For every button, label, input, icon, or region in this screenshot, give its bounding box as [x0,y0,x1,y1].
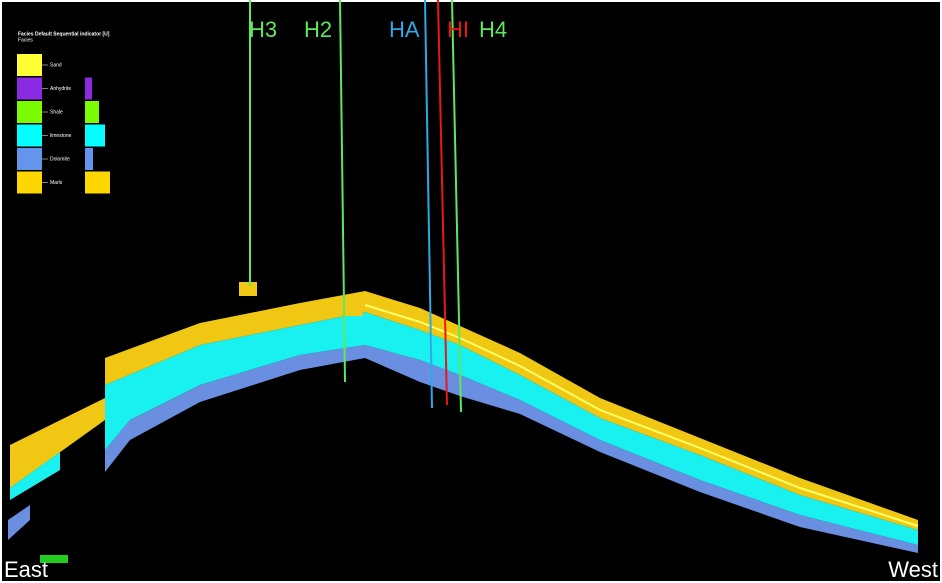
legend-label: Dolomite [50,156,70,162]
legend-bar [85,172,110,194]
h3-facies [239,282,257,296]
well-label: HA [389,17,420,42]
well-label: HI [447,17,469,42]
east-label: East [4,557,48,582]
legend-label: Shale [50,109,63,115]
legend-swatch [17,148,42,170]
legend-swatch [17,101,42,123]
legend-label: limestone [50,133,72,139]
well-label: H3 [249,17,277,42]
legend-swatch [17,78,42,100]
legend-subtitle: Facies [18,37,33,43]
legend-swatch [17,125,42,147]
legend-bar [85,148,93,170]
viewer: Facies Default Sequential indicator [U] … [0,0,942,583]
legend-label: Sand [50,62,62,68]
legend-bar [85,78,92,100]
h2-facies [343,298,363,316]
legend-label: Marls [50,180,63,186]
legend-label: Anhydrite [50,86,71,92]
west-label: West [888,557,938,582]
legend-bar [85,125,105,147]
well-label: H2 [304,17,332,42]
well-label: H4 [479,17,507,42]
legend-swatch [17,172,42,194]
legend-bar [85,101,99,123]
legend-swatch [17,54,42,76]
